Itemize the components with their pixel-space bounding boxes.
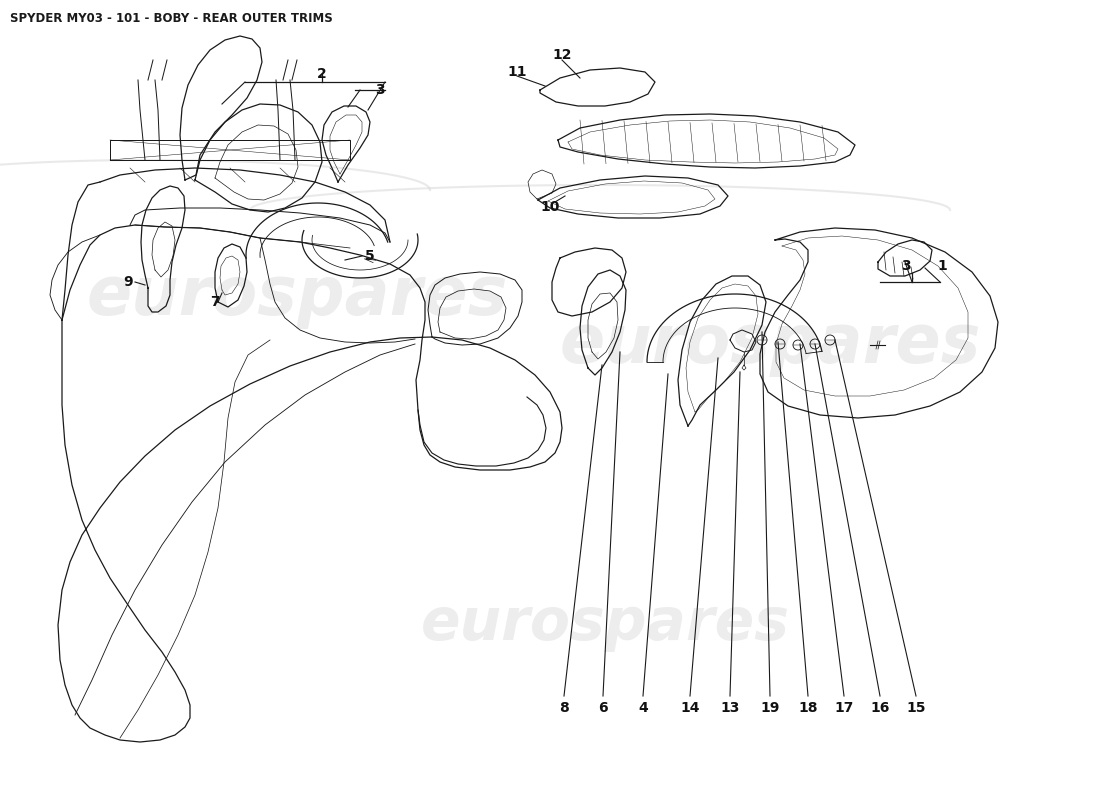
- Text: 19: 19: [760, 701, 780, 715]
- Text: 1: 1: [937, 259, 947, 273]
- Text: 14: 14: [680, 701, 700, 715]
- Text: SPYDER MY03 - 101 - BOBY - REAR OUTER TRIMS: SPYDER MY03 - 101 - BOBY - REAR OUTER TR…: [10, 12, 332, 25]
- Text: 3: 3: [901, 259, 911, 273]
- Text: 4: 4: [638, 701, 648, 715]
- Text: 7: 7: [210, 295, 220, 309]
- Text: eurospares: eurospares: [86, 263, 508, 329]
- Text: eurospares: eurospares: [559, 311, 981, 377]
- Text: 3: 3: [375, 83, 385, 97]
- Text: 11: 11: [507, 65, 527, 79]
- Text: 10: 10: [540, 200, 560, 214]
- Text: 16: 16: [870, 701, 890, 715]
- Text: 6: 6: [598, 701, 608, 715]
- Text: 9: 9: [123, 275, 133, 289]
- Text: 15: 15: [906, 701, 926, 715]
- Text: 17: 17: [834, 701, 854, 715]
- Text: 12: 12: [552, 48, 572, 62]
- Text: 13: 13: [720, 701, 739, 715]
- Text: 18: 18: [799, 701, 817, 715]
- Text: 2: 2: [317, 67, 327, 81]
- Text: 5: 5: [365, 249, 375, 263]
- Text: eurospares: eurospares: [420, 595, 790, 653]
- Text: 8: 8: [559, 701, 569, 715]
